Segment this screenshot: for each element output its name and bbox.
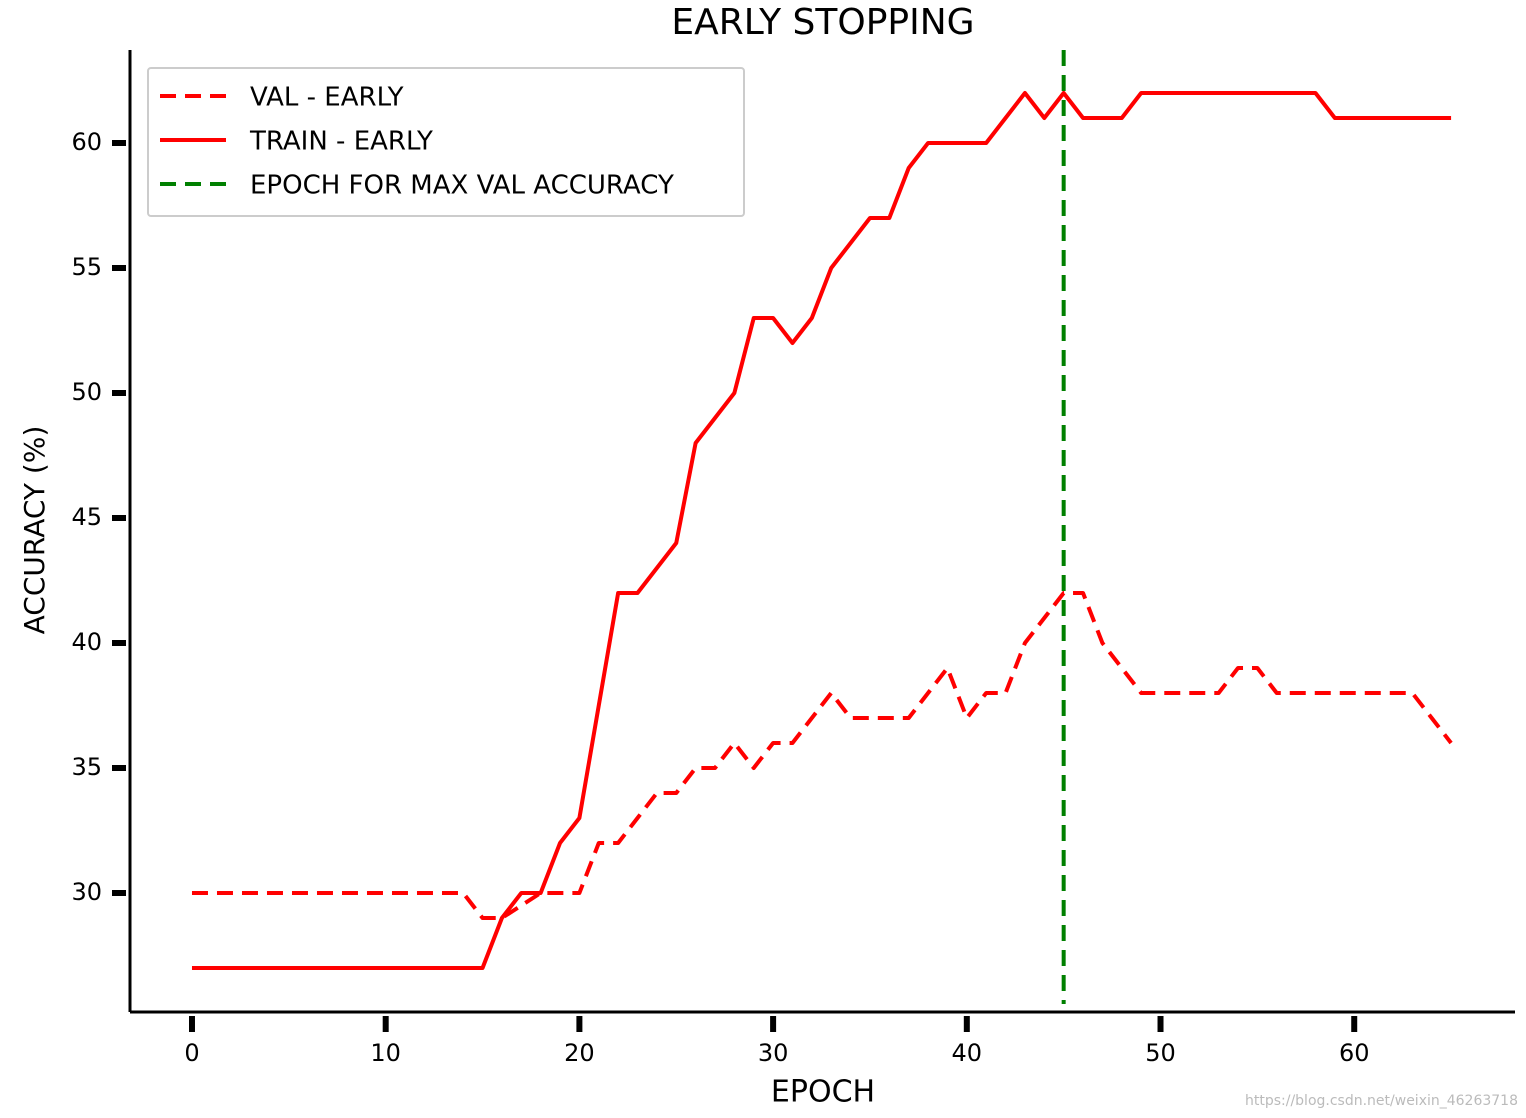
y-tick-label: 50 <box>71 378 102 406</box>
chart-title: EARLY STOPPING <box>671 2 974 43</box>
legend-label: EPOCH FOR MAX VAL ACCURACY <box>250 171 674 201</box>
x-tick-label: 50 <box>1145 1039 1176 1067</box>
x-tick-label: 0 <box>184 1039 199 1067</box>
legend-box <box>147 67 745 217</box>
y-axis-label: ACCURACY (%) <box>18 426 51 635</box>
x-tick-label: 10 <box>370 1039 401 1067</box>
y-tick-label: 40 <box>71 628 102 656</box>
y-tick-label: 35 <box>71 753 102 781</box>
x-axis-label: EPOCH <box>771 1075 875 1110</box>
legend-label: TRAIN - EARLY <box>249 127 433 157</box>
y-tick-label: 60 <box>71 128 102 156</box>
legend-label: VAL - EARLY <box>250 83 404 113</box>
x-tick-label: 60 <box>1339 1039 1370 1067</box>
y-tick-label: 45 <box>71 503 102 531</box>
series-line <box>191 591 1453 920</box>
y-tick-label: 30 <box>71 878 102 906</box>
x-tick-label: 30 <box>758 1039 789 1067</box>
x-tick-label: 40 <box>952 1039 983 1067</box>
x-tick-label: 20 <box>564 1039 595 1067</box>
series-line <box>191 91 1452 970</box>
watermark: https://blog.csdn.net/weixin_46263718 <box>1245 1093 1518 1109</box>
y-tick-label: 55 <box>71 253 102 281</box>
